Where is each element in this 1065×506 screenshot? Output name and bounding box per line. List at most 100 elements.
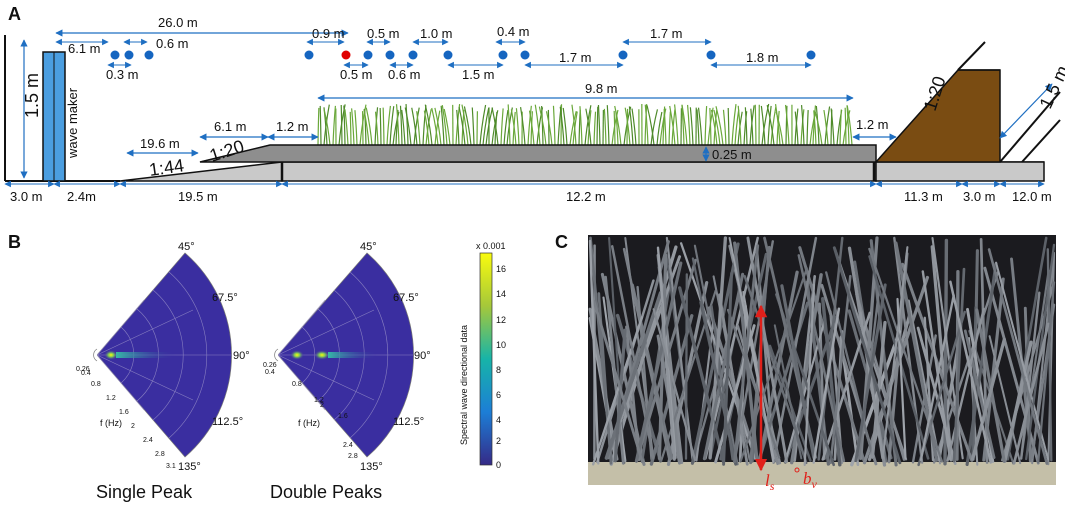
vegetation-stem [491,107,499,146]
vegetation-stem [530,111,533,146]
dim-1-5: 1.5 m [462,67,495,82]
photo-rod [946,307,985,462]
cbar-tick-10: 10 [496,340,506,350]
vegetation-stem [613,110,616,146]
vegetation-stem [686,104,691,146]
vegetation-stem [343,105,346,146]
vegetation-stem [363,109,370,146]
vegetation-patch [317,103,853,146]
bottom-dim-7: 12.0 m [1012,189,1052,204]
vegetation-stem [349,111,352,146]
photo-rod [881,246,909,459]
polar-plot-double-peaks: 45° 67.5° 90° 112.5° 135° 0.26 0.4 0.8 1… [263,241,431,502]
vegetation-stem [800,104,805,146]
polar2-tick-2: 0.8 [292,381,302,388]
dim-0-6b: 0.6 m [388,67,421,82]
vegetation-stem [538,106,547,146]
photo-rod [1037,281,1056,464]
polar2-angle-45: 45° [360,241,377,253]
slope-44-length: 19.6 m [140,136,180,151]
vegetation-stem [413,107,420,146]
vegetation-stem [534,104,541,146]
photo-rod [588,239,600,465]
panel-label-b: B [8,232,21,252]
vegetation-stem [839,109,842,146]
colorbar-gradient [479,252,493,466]
vegetation-stem [628,106,634,146]
beach-height-arrow [999,83,1053,139]
vegetation-stem [392,111,400,146]
vegetation-stem [365,107,373,146]
photo-rod [868,247,944,463]
vegetation-stem [584,105,592,146]
gauge-5-red [341,50,351,60]
polar2-angle-90: 90° [414,350,431,362]
vegetation-stem [319,105,322,146]
polar1-tick-7: 2.8 [155,451,165,458]
cbar-tick-6: 6 [496,390,501,400]
bottom-dim-6: 3.0 m [963,189,996,204]
vegetation-stem [344,109,349,146]
vegetation-stem [482,107,490,146]
vegetation-stem [593,111,597,146]
vegetation-stem [596,106,599,146]
vegetation-stem [379,107,382,146]
vegetation-stem [471,107,475,146]
dim-0-6: 0.6 m [156,36,189,51]
photo-rod [868,255,930,460]
bed-end [875,161,1045,182]
photo-rod [919,294,955,462]
colorbar-multiplier: x 0.001 [476,241,506,251]
vegetation-stem [541,105,544,146]
wave-gauges [110,50,816,60]
vegetation-stem [806,110,809,146]
photo-rod [625,325,641,462]
vegetation-stem [569,110,577,146]
vegetation-stem [650,109,659,146]
vegetation-stem [606,105,610,146]
vegetation-stem [463,106,472,146]
cbar-tick-8: 8 [496,365,501,375]
photo-rod [1003,340,1033,463]
dim-1-0: 1.0 m [420,26,453,41]
vegetation-stem [727,107,730,146]
vegetation-stem [528,110,535,146]
vegetation-stem [743,111,748,146]
vegetation-stem [559,106,565,146]
polar1-tick-2: 0.8 [91,381,101,388]
photo-rod [988,335,1022,465]
photo-rod [739,267,808,463]
polar2-tick-5: 2 [320,402,324,409]
polar2-angle-112: 112.5° [393,416,424,428]
vegetation-stem [794,108,799,146]
vegetation-stem [351,108,355,146]
dim-1-7b: 1.7 m [650,26,683,41]
stem-diameter-label: bv [803,469,818,491]
dim-0-5a: 0.5 m [367,26,400,41]
gauge-8 [408,50,418,60]
polar1-tick-6: 2.4 [143,437,153,444]
vegetation-stem [425,109,432,146]
photo-rod [949,280,992,464]
vegetation-platform [199,144,877,163]
colorbar-label: Spectral wave directional data [459,325,469,445]
photo-rod [596,279,655,464]
vegetation-stem [507,104,511,146]
dim-0-3: 0.3 m [106,67,139,82]
gauge-13 [706,50,716,60]
vegetation-stem [545,111,553,146]
vegetation-stem [750,108,754,146]
vegetation-stem [814,111,823,146]
vegetation-stem [737,105,742,146]
polar1-title: Single Peak [96,482,193,502]
vegetation-stem [431,107,439,146]
vegetation-stem [399,105,403,146]
polar2-angle-135: 135° [360,461,383,473]
vegetation-stem [424,104,433,146]
vegetation-stem [374,111,379,146]
slope-44-label: 1:44 [148,155,185,180]
vegetation-stem [510,109,517,146]
photo-rod [660,289,717,461]
polar1-tick-4: 1.6 [119,409,129,416]
